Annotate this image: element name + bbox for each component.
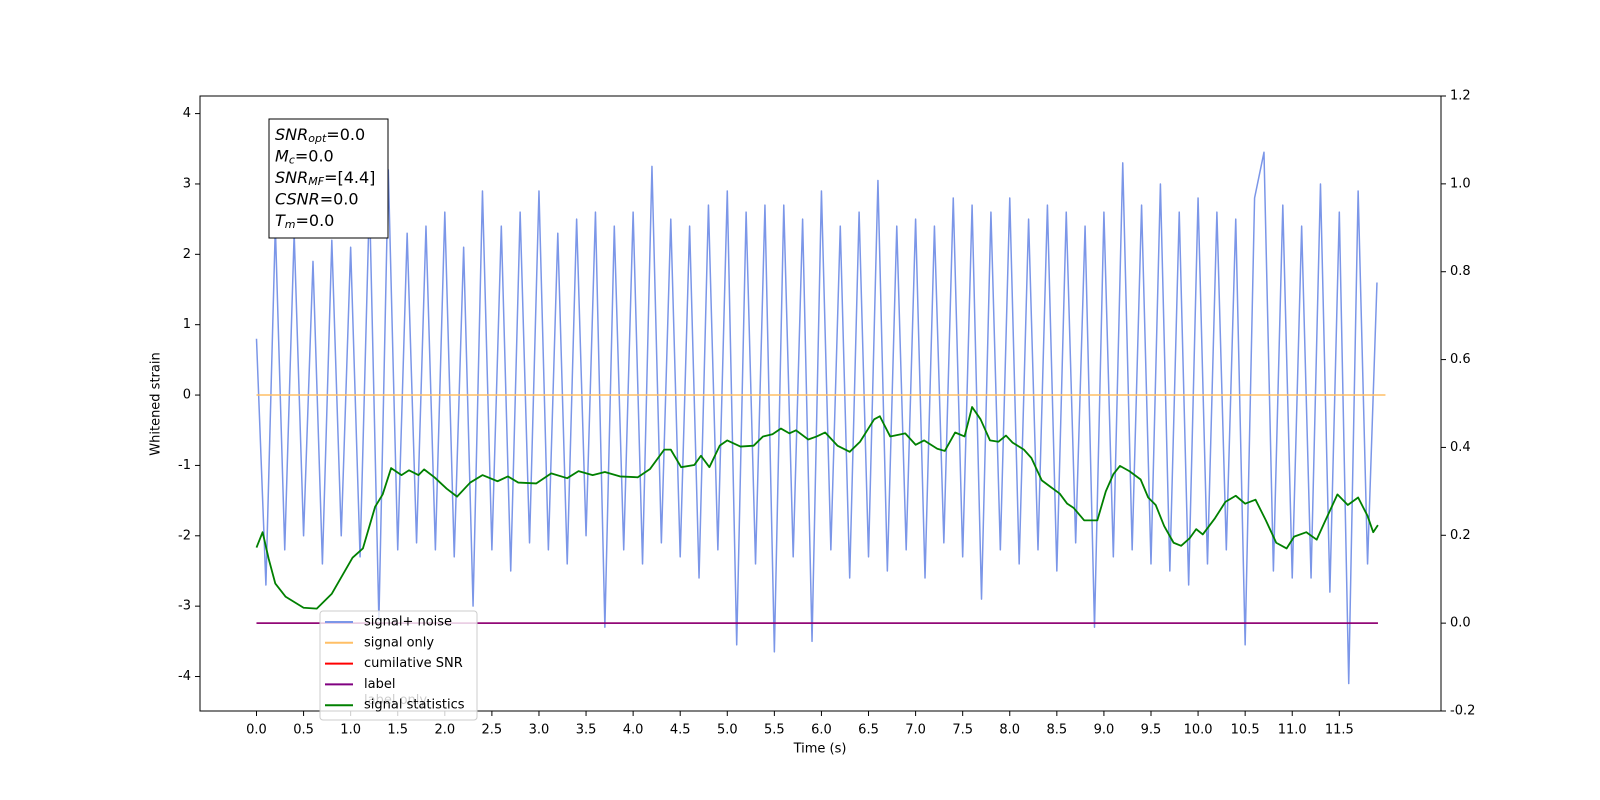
info-symbol: M: [275, 146, 289, 165]
x-tick-label: 5.0: [717, 723, 738, 738]
info-value: =[4.4]: [324, 168, 375, 187]
y-tick-label: -2: [178, 528, 191, 543]
series-line: [255, 406, 1379, 610]
legend-label: signal+ noise: [364, 615, 452, 630]
x-tick-label: 1.5: [387, 723, 408, 738]
info-value: =0.0: [296, 211, 335, 230]
y2-tick-label: 1.2: [1450, 89, 1471, 104]
info-subscript: m: [285, 218, 296, 231]
legend-label: signal only: [364, 635, 434, 650]
x-tick-label: 2.5: [482, 723, 503, 738]
y-tick-label: 3: [183, 176, 191, 191]
x-tick-label: 7.5: [952, 723, 973, 738]
x-tick-label: 6.0: [811, 723, 832, 738]
y-tick-label: 0: [183, 388, 191, 403]
info-symbol: CSNR: [275, 189, 320, 208]
info-line: CSNR=0.0: [275, 189, 359, 208]
x-tick-label: 7.0: [905, 723, 926, 738]
x-tick-label: 6.5: [858, 723, 879, 738]
legend-frame: [319, 610, 478, 721]
x-tick-label: 4.0: [623, 723, 644, 738]
x-tick-label: 8.5: [1046, 723, 1067, 738]
x-tick-label: 3.5: [576, 723, 597, 738]
info-box: SNRopt=0.0Mc=0.0SNRMF=[4.4]CSNR=0.0Tm=0.…: [268, 118, 389, 239]
legend-label: signal statistics: [364, 698, 465, 713]
info-line: Tm=0.0: [275, 211, 334, 232]
info-line: Mc=0.0: [275, 146, 334, 167]
y2-tick-label: 0.4: [1450, 440, 1471, 455]
info-value: =0.0: [320, 189, 359, 208]
x-tick-label: 5.5: [764, 723, 785, 738]
x-tick-label: 3.0: [529, 723, 550, 738]
x-tick-label: 0.0: [246, 723, 267, 738]
x-tick-label: 4.5: [670, 723, 691, 738]
x-tick-label: 8.0: [999, 723, 1020, 738]
y-axis-label: Whitened strain: [149, 352, 164, 455]
x-tick-label: 11.0: [1278, 723, 1307, 738]
x-tick-label: 9.5: [1141, 723, 1162, 738]
info-symbol: SNR: [275, 168, 308, 187]
y-tick-label: -3: [178, 599, 191, 614]
info-box-frame: [268, 118, 389, 239]
y2-tick-label: 0.6: [1450, 352, 1471, 367]
legend-label: cumilative SNR: [364, 656, 463, 671]
x-tick-label: 1.0: [340, 723, 361, 738]
y2-tick-label: 0.0: [1450, 616, 1471, 631]
y-tick-label: -4: [178, 669, 191, 684]
info-subscript: c: [289, 154, 295, 167]
y-tick-label: -1: [178, 458, 191, 473]
x-tick-label: 10.0: [1184, 723, 1213, 738]
info-symbol: T: [275, 211, 286, 230]
info-subscript: MF: [308, 175, 324, 188]
info-value: =0.0: [326, 125, 365, 144]
x-tick-label: 2.0: [434, 723, 455, 738]
info-subscript: opt: [308, 132, 327, 145]
info-symbol: SNR: [275, 125, 308, 144]
legend-label: label: [364, 677, 395, 692]
series-line: [255, 151, 1378, 685]
y2-tick-label: 0.8: [1450, 264, 1471, 279]
y2-tick-label: 0.2: [1450, 528, 1471, 543]
y2-tick-label: 1.0: [1450, 176, 1471, 191]
info-line: SNRMF=[4.4]: [275, 168, 375, 189]
plot-frame: [199, 95, 1442, 712]
y-tick-label: 1: [183, 317, 191, 332]
x-tick-label: 0.5: [293, 723, 314, 738]
y-tick-label: 2: [183, 247, 191, 262]
x-tick-label: 10.5: [1231, 723, 1260, 738]
y2-tick-label: -0.2: [1450, 704, 1475, 719]
x-tick-label: 11.5: [1325, 723, 1354, 738]
info-value: =0.0: [295, 146, 334, 165]
legend: signal+ noise signal only cumilative SNR la…: [319, 610, 478, 721]
x-axis-label: Time (s): [793, 742, 847, 757]
x-tick-label: 9.0: [1094, 723, 1115, 738]
y-tick-label: 4: [183, 106, 191, 121]
info-line: SNRopt=0.0: [275, 125, 365, 146]
